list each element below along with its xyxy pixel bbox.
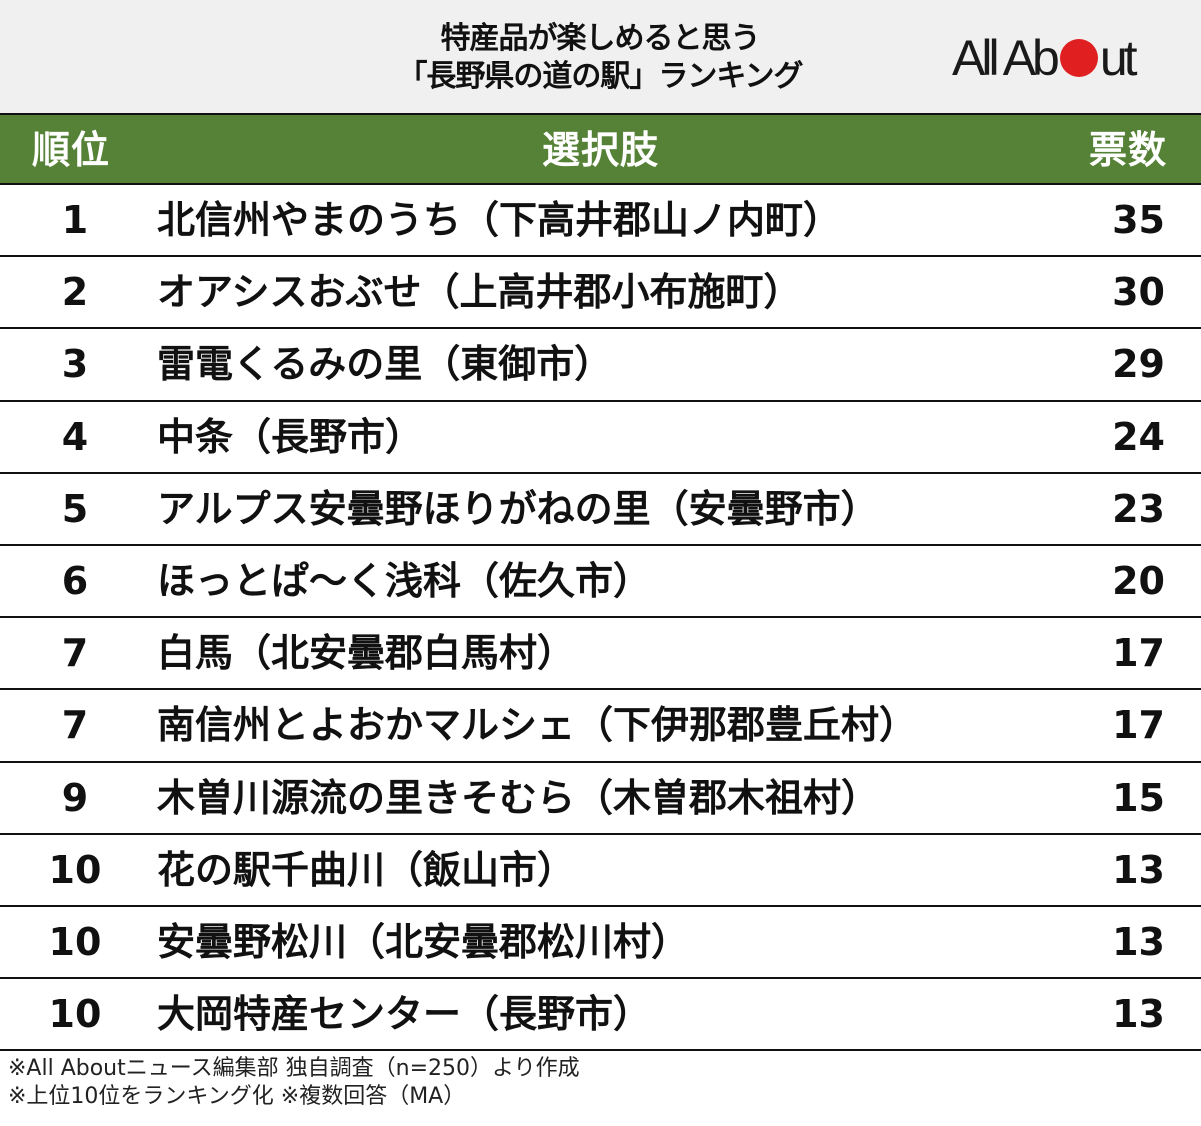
table-row: 6 ほっとぱ～く浅科（佐久市） 20 xyxy=(0,546,1201,619)
votes-cell: 20 xyxy=(1112,558,1165,603)
table-row: 4 中条（長野市） 24 xyxy=(0,402,1201,474)
header-choice: 選択肢 xyxy=(541,128,659,172)
name-cell: 大岡特産センター（長野市） xyxy=(157,992,652,1037)
votes-cell: 35 xyxy=(1112,198,1165,242)
rank-cell: 4 xyxy=(61,414,89,459)
name-cell: 白馬（北安曇郡白馬村） xyxy=(157,631,576,676)
name-cell: 木曽川源流の里きそむら（木曽郡木祖村） xyxy=(157,775,880,820)
votes-cell: 15 xyxy=(1112,775,1165,820)
logo-text-end: ut xyxy=(1099,30,1138,86)
logo-text-start: All Ab xyxy=(952,30,1060,86)
name-cell: 雷電くるみの里（東御市） xyxy=(157,342,613,387)
name-cell: オアシスおぶせ（上高井郡小布施町） xyxy=(157,270,802,315)
name-cell: 中条（長野市） xyxy=(157,414,424,459)
table-row: 7 南信州とよおかマルシェ（下伊那郡豊丘村） 17 xyxy=(0,690,1201,763)
footnote-source: ※All Aboutニュース編集部 独自調査（n=250）より作成 xyxy=(8,1056,580,1081)
name-cell: 安曇野松川（北安曇郡松川村） xyxy=(157,919,690,964)
allabout-logo: All Ab ut xyxy=(952,30,1138,86)
rank-cell: 2 xyxy=(61,270,89,315)
rank-cell: 1 xyxy=(61,198,89,242)
votes-cell: 17 xyxy=(1112,631,1165,676)
rank-cell: 5 xyxy=(61,486,89,531)
table-row: 10 大岡特産センター（長野市） 13 xyxy=(0,979,1201,1052)
votes-cell: 13 xyxy=(1112,919,1165,964)
votes-cell: 13 xyxy=(1112,847,1165,892)
logo-red-dot-icon xyxy=(1059,39,1098,77)
ranking-table: 1 北信州やまのうち（下高井郡山ノ内町） 35 2 オアシスおぶせ（上高井郡小布施町）… xyxy=(0,185,1201,1052)
name-cell: 南信州とよおかマルシェ（下伊那郡豊丘村） xyxy=(157,703,918,748)
rank-cell: 10 xyxy=(48,847,102,892)
name-cell: 花の駅千曲川（飯山市） xyxy=(157,847,576,892)
rank-cell: 9 xyxy=(61,775,89,820)
rank-cell: 10 xyxy=(48,992,102,1037)
rank-cell: 7 xyxy=(61,631,89,676)
votes-cell: 29 xyxy=(1112,342,1165,387)
name-cell: アルプス安曇野ほりがねの里（安曇野市） xyxy=(157,486,879,531)
table-row: 3 雷電くるみの里（東御市） 29 xyxy=(0,329,1201,402)
rank-cell: 6 xyxy=(61,558,89,603)
votes-cell: 30 xyxy=(1112,270,1165,315)
table-row: 2 オアシスおぶせ（上高井郡小布施町） 30 xyxy=(0,257,1201,330)
footnotes: ※All Aboutニュース編集部 独自調査（n=250）より作成 ※上位10位… xyxy=(8,1055,580,1111)
votes-cell: 24 xyxy=(1112,414,1165,459)
title-line-1: 特産品が楽しめると思う xyxy=(440,21,761,56)
table-header: 順位 選択肢 票数 xyxy=(0,113,1201,185)
table-row: 1 北信州やまのうち（下高井郡山ノ内町） 35 xyxy=(0,185,1201,258)
votes-cell: 17 xyxy=(1112,703,1165,748)
rank-cell: 7 xyxy=(61,703,89,748)
chart-title: 特産品が楽しめると思う 「長野県の道の駅」ランキング xyxy=(300,20,900,96)
title-line-2: 「長野県の道の駅」ランキング xyxy=(397,59,803,94)
name-cell: ほっとぱ～く浅科（佐久市） xyxy=(157,558,652,603)
footnote-method: ※上位10位をランキング化 ※複数回答（MA） xyxy=(8,1084,466,1109)
table-row: 10 安曇野松川（北安曇郡松川村） 13 xyxy=(0,907,1201,980)
votes-cell: 23 xyxy=(1112,486,1165,531)
rank-cell: 10 xyxy=(48,919,102,964)
table-row: 5 アルプス安曇野ほりがねの里（安曇野市） 23 xyxy=(0,474,1201,546)
title-band: 特産品が楽しめると思う 「長野県の道の駅」ランキング All Ab ut xyxy=(0,0,1201,113)
rank-cell: 3 xyxy=(61,342,89,387)
header-votes: 票数 xyxy=(1088,128,1167,172)
header-rank: 順位 xyxy=(32,128,111,172)
name-cell: 北信州やまのうち（下高井郡山ノ内町） xyxy=(157,198,842,242)
table-row: 7 白馬（北安曇郡白馬村） 17 xyxy=(0,618,1201,691)
table-row: 9 木曽川源流の里きそむら（木曽郡木祖村） 15 xyxy=(0,763,1201,835)
votes-cell: 13 xyxy=(1112,992,1165,1037)
table-row: 10 花の駅千曲川（飯山市） 13 xyxy=(0,835,1201,907)
